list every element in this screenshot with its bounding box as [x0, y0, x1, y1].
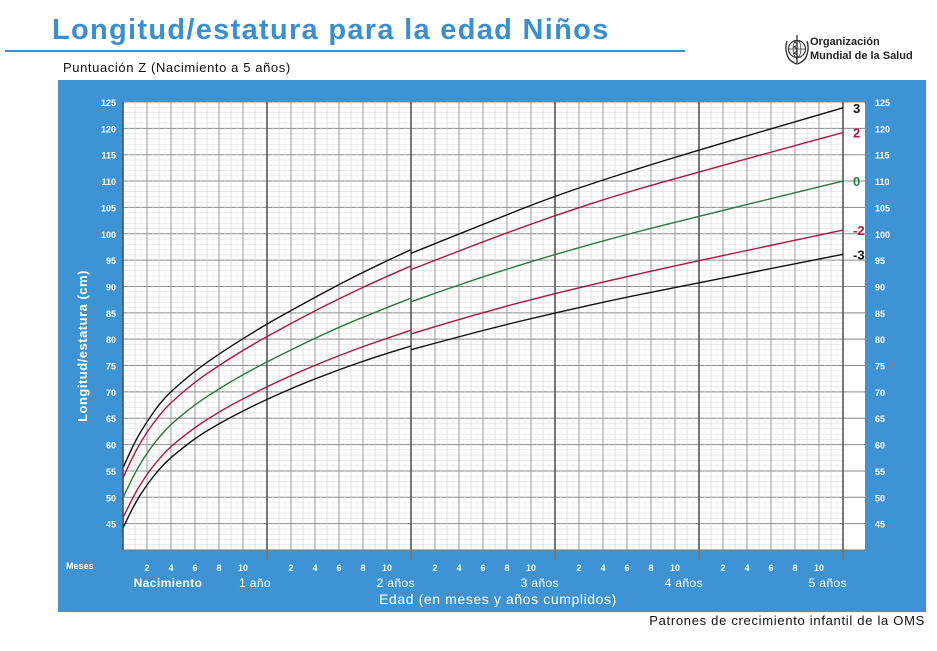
y-tick-right: 110	[875, 177, 890, 187]
zscore-curve-2	[122, 265, 412, 479]
x-year-label: 4 años	[665, 576, 703, 590]
x-year-label: 3 años	[521, 576, 559, 590]
x-month-tick: 4	[744, 563, 749, 573]
zscore-label-2: 2	[853, 126, 860, 141]
zscore-label--3: -3	[853, 247, 865, 262]
y-tick-right: 95	[875, 256, 885, 266]
y-tick-left: 125	[101, 98, 116, 108]
y-tick-right: 125	[875, 98, 890, 108]
y-tick-left: 120	[101, 124, 116, 134]
zscore-curve--2	[122, 329, 412, 519]
zscore-curve-2	[410, 131, 844, 271]
zscore-label-3: 3	[853, 101, 860, 116]
footer-source: Patrones de crecimiento infantil de la O…	[649, 613, 925, 628]
y-tick-left: 65	[106, 414, 116, 424]
y-tick-right: 45	[875, 520, 885, 530]
y-tick-left: 55	[106, 467, 116, 477]
y-tick-left: 70	[106, 388, 116, 398]
y-tick-right: 105	[875, 203, 890, 213]
who-name: Organización Mundial de la Salud	[810, 35, 913, 63]
zscore-curve--3	[122, 345, 412, 529]
x-month-tick: 8	[792, 563, 797, 573]
who-emblem-icon	[785, 35, 809, 65]
y-tick-right: 100	[875, 230, 890, 240]
y-axis-label: Longitud/estatura (cm)	[75, 270, 90, 422]
x-axis-label: Edad (en meses y años cumplidos)	[379, 591, 617, 607]
x-year-label: 1 año	[239, 576, 271, 590]
x-month-tick: 8	[360, 563, 365, 573]
x-month-tick: 4	[600, 563, 605, 573]
x-month-tick: 10	[814, 563, 824, 573]
x-year-label: 5 años	[809, 576, 847, 590]
y-tick-right: 120	[875, 124, 890, 134]
y-tick-left: 110	[101, 177, 116, 187]
y-tick-left: 45	[106, 520, 116, 530]
y-tick-right: 75	[875, 362, 885, 372]
x-year-label: 2 años	[377, 576, 415, 590]
y-tick-left: 90	[106, 282, 116, 292]
zscore-label-0: 0	[853, 174, 860, 189]
zscore-curve-3	[410, 107, 844, 254]
y-tick-left: 95	[106, 256, 116, 266]
y-tick-right: 60	[875, 441, 885, 451]
y-tick-right: 80	[875, 335, 885, 345]
x-month-tick: 6	[768, 563, 773, 573]
x-month-tick: 10	[670, 563, 680, 573]
zscore-curve-3	[122, 248, 412, 469]
y-tick-left: 105	[101, 203, 116, 213]
x-month-tick: 8	[216, 563, 221, 573]
y-tick-right: 55	[875, 467, 885, 477]
y-tick-right: 70	[875, 388, 885, 398]
x-month-tick: 2	[576, 563, 581, 573]
y-tick-left: 75	[106, 362, 116, 372]
x-month-tick: 8	[648, 563, 653, 573]
x-month-tick: 10	[382, 563, 392, 573]
y-tick-right: 90	[875, 282, 885, 292]
plot-area	[123, 102, 865, 550]
y-tick-left: 85	[106, 309, 116, 319]
x-month-tick: 10	[238, 563, 248, 573]
chart-subtitle: Puntuación Z (Nacimiento a 5 años)	[63, 60, 291, 75]
chart-title: Longitud/estatura para la edad Niños	[52, 14, 610, 46]
y-tick-left: 60	[106, 441, 116, 451]
x-month-tick: 6	[192, 563, 197, 573]
x-month-tick: 8	[504, 563, 509, 573]
x-month-tick: 4	[456, 563, 461, 573]
zscore-curve-0	[122, 297, 412, 499]
who-name-line2: Mundial de la Salud	[810, 50, 913, 62]
y-tick-right: 65	[875, 414, 885, 424]
zscore-curve--3	[410, 253, 844, 351]
zscore-label--2: -2	[853, 223, 865, 238]
x-unit-label: Meses	[66, 561, 94, 571]
x-month-tick: 10	[526, 563, 536, 573]
title-underline	[5, 50, 685, 52]
x-month-tick: 2	[720, 563, 725, 573]
y-tick-left: 80	[106, 335, 116, 345]
y-tick-right: 50	[875, 493, 885, 503]
y-tick-left: 50	[106, 493, 116, 503]
x-month-tick: 4	[168, 563, 173, 573]
y-tick-right: 85	[875, 309, 885, 319]
x-month-tick: 6	[480, 563, 485, 573]
x-month-tick: 6	[624, 563, 629, 573]
zscore-curve-0	[410, 180, 844, 303]
x-month-tick: 2	[144, 563, 149, 573]
y-tick-left: 100	[101, 230, 116, 240]
x-month-tick: 4	[312, 563, 317, 573]
x-month-tick: 2	[432, 563, 437, 573]
chart-panel: 45 45 50 50 55 55 60 60 65 65 70 70 75 75 80 80 85 85 90 90…	[58, 80, 926, 612]
x-year-label: Nacimiento	[134, 576, 203, 590]
x-month-tick: 6	[336, 563, 341, 573]
zscore-curve--2	[410, 229, 844, 335]
y-tick-left: 115	[101, 151, 116, 161]
y-tick-right: 115	[875, 151, 890, 161]
who-name-line1: Organización	[810, 36, 880, 48]
x-month-tick: 2	[288, 563, 293, 573]
who-logo: Organización Mundial de la Salud	[784, 32, 934, 72]
